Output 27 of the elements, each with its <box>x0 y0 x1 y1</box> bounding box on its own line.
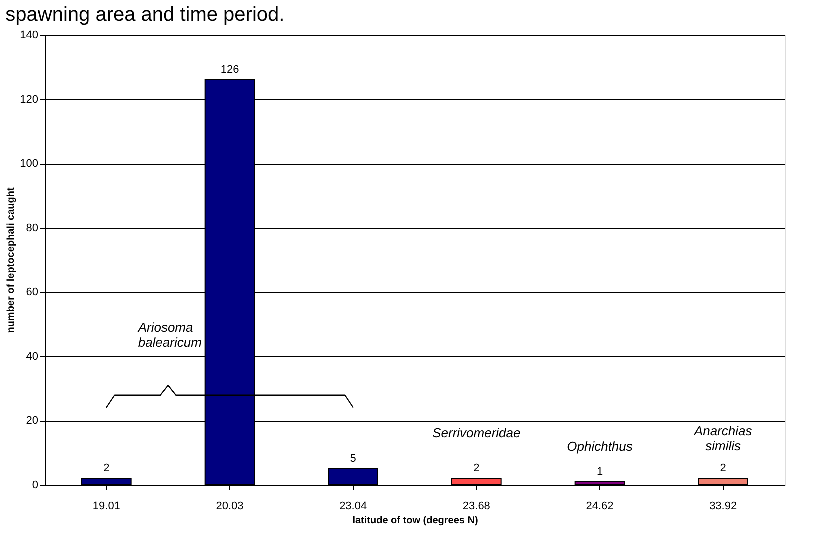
x-tick-label: 19.01 <box>92 500 120 512</box>
y-axis-title: number of leptocephali caught <box>6 187 18 334</box>
y-tick-label: 0 <box>32 480 38 492</box>
annotation: Anarchias similis <box>693 424 753 454</box>
y-tick-label: 140 <box>20 30 38 42</box>
y-tick-label: 20 <box>26 415 38 428</box>
data-label: 5 <box>350 452 356 465</box>
data-label: 2 <box>104 462 110 475</box>
x-tick-label: 23.04 <box>340 500 368 512</box>
x-tick-label: 33.92 <box>710 500 738 512</box>
y-tick-label: 80 <box>26 222 38 234</box>
annotation: Serrivomeridae <box>432 426 521 441</box>
data-label: 1 <box>596 466 604 478</box>
y-tick-label: 100 <box>20 158 38 170</box>
chart-title: spawning area and time period. <box>6 4 285 26</box>
data-label: 2 <box>720 462 726 475</box>
annotation: Ariosoma balearicum <box>137 320 202 350</box>
data-label: 2 <box>474 462 480 475</box>
y-tick-label: 60 <box>26 286 38 299</box>
y-tick-label: 120 <box>20 94 38 106</box>
x-tick-label: 24.62 <box>586 500 614 512</box>
x-axis-title: latitude of tow (degrees N) <box>352 516 478 526</box>
x-tick-label: 20.03 <box>216 500 244 512</box>
x-tick-label: 23.68 <box>462 500 490 512</box>
y-tick-label: 40 <box>26 350 38 363</box>
annotation: Ophichthus <box>567 438 634 454</box>
data-label: 126 <box>220 64 240 76</box>
